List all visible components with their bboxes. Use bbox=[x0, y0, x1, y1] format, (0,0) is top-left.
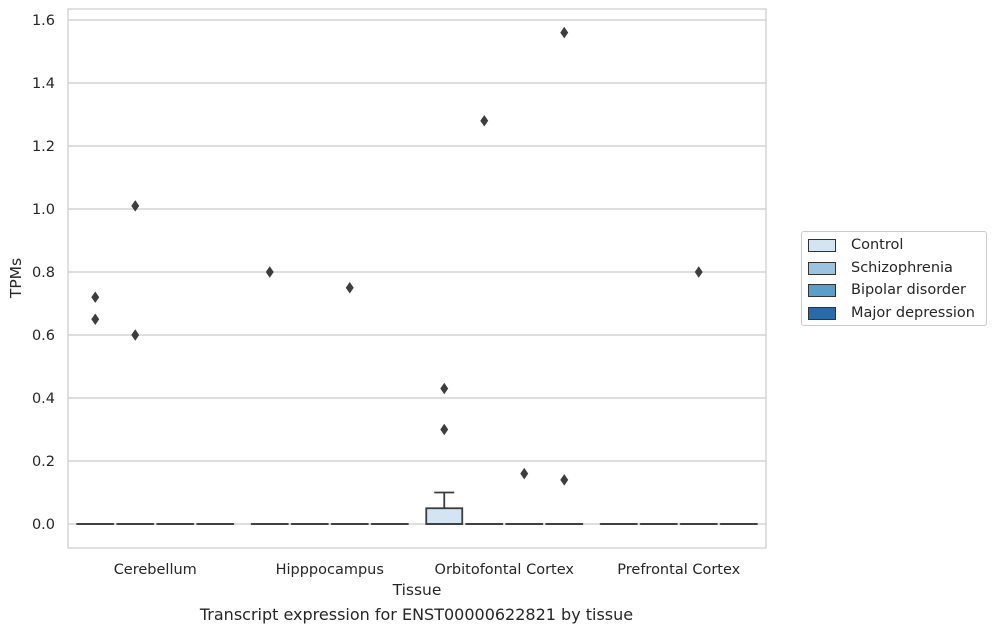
outlier-point bbox=[131, 329, 140, 341]
plot-area-background bbox=[68, 9, 766, 548]
y-tick-label: 0.0 bbox=[32, 517, 55, 533]
legend-swatch-control bbox=[808, 238, 836, 252]
legend-swatch-bipolar-disorder bbox=[808, 283, 836, 297]
y-axis-ticks: 0.0 0.2 0.4 0.6 0.8 1.0 1.2 1.4 1.6 bbox=[32, 13, 55, 533]
x-tick-label: Hipppocampus bbox=[276, 562, 384, 578]
legend-label-bipolar-disorder: Bipolar disorder bbox=[851, 282, 966, 298]
y-tick-label: 0.8 bbox=[32, 265, 55, 281]
legend-swatch-schizophrenia bbox=[808, 261, 836, 275]
outlier-point bbox=[480, 115, 489, 127]
outlier-point bbox=[131, 200, 140, 212]
x-axis-title: Tissue bbox=[392, 581, 442, 599]
y-tick-label: 0.2 bbox=[32, 454, 55, 470]
legend-label-major-depression: Major depression bbox=[851, 305, 975, 321]
outlier-point bbox=[91, 313, 100, 325]
legend-item-control: Control bbox=[808, 235, 903, 255]
y-tick-label: 0.4 bbox=[32, 391, 55, 407]
boxes bbox=[76, 491, 758, 525]
y-tick-label: 1.4 bbox=[32, 76, 55, 92]
plot-area-frame bbox=[67, 8, 767, 549]
outlier-point bbox=[91, 291, 100, 303]
y-tick-label: 0.6 bbox=[32, 328, 55, 344]
box-body bbox=[425, 507, 464, 525]
x-tick-label: Orbitofontal Cortex bbox=[435, 562, 575, 578]
legend-label-schizophrenia: Schizophrenia bbox=[851, 260, 953, 276]
y-axis-title: TPMs bbox=[7, 258, 25, 299]
x-tick-label: Cerebellum bbox=[114, 562, 197, 578]
outlier-point bbox=[560, 474, 569, 486]
legend: Control Schizophrenia Bipolar disorder M… bbox=[801, 231, 987, 326]
legend-swatch-major-depression bbox=[808, 306, 836, 320]
legend-item-schizophrenia: Schizophrenia bbox=[808, 258, 953, 278]
y-tick-label: 1.2 bbox=[32, 139, 55, 155]
legend-item-major-depression: Major depression bbox=[808, 303, 975, 323]
y-tick-label: 1.6 bbox=[32, 13, 55, 29]
y-tick-label: 1.0 bbox=[32, 202, 55, 218]
outlier-point bbox=[440, 423, 449, 436]
outlier-point bbox=[440, 382, 449, 395]
x-tick-label: Prefrontal Cortex bbox=[617, 562, 740, 578]
outlier-point bbox=[265, 266, 274, 278]
outliers bbox=[91, 26, 703, 486]
outlier-point bbox=[560, 26, 569, 39]
outlier-point bbox=[520, 467, 529, 480]
x-axis-ticks: Cerebellum Hipppocampus Orbitofontal Corte… bbox=[114, 562, 741, 578]
outlier-point bbox=[694, 266, 703, 278]
box-control-orbitofontal-cortex bbox=[425, 491, 464, 525]
legend-item-bipolar-disorder: Bipolar disorder bbox=[808, 280, 966, 300]
legend-label-control: Control bbox=[851, 237, 904, 253]
chart-caption: Transcript expression for ENST0000062282… bbox=[199, 605, 634, 624]
outlier-point bbox=[345, 282, 354, 294]
